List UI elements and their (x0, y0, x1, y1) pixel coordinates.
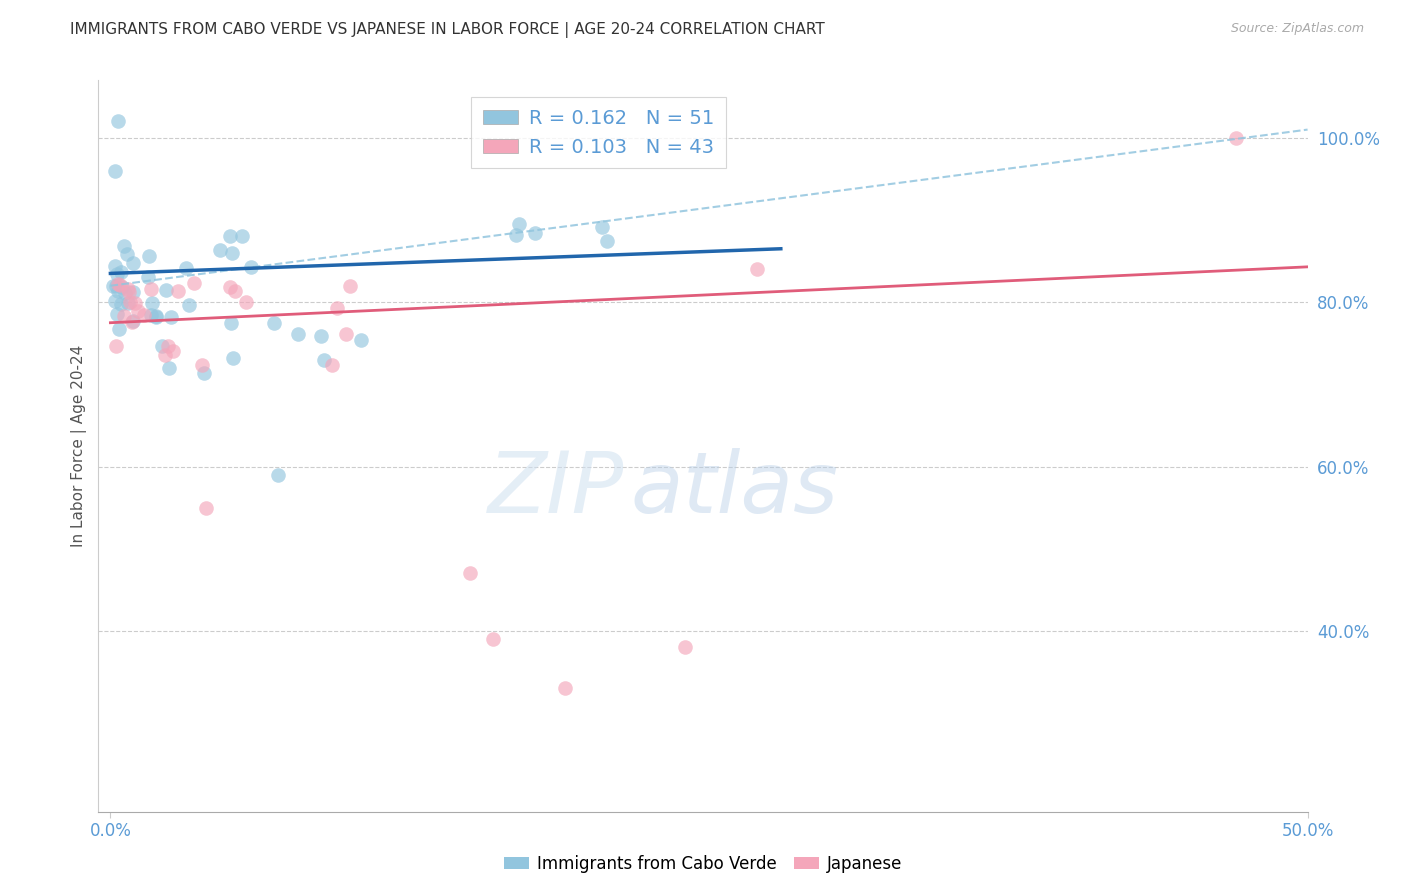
Point (524, 226, 547, 240)
Point (458, 566, 481, 581)
Point (349, 333, 371, 347)
Point (321, 358, 343, 372)
Point (153, 348, 176, 362)
Point (121, 315, 143, 329)
Point (267, 467, 290, 482)
Text: IMMIGRANTS FROM CABO VERDE VS JAPANESE IN LABOR FORCE | AGE 20-24 CORRELATION CH: IMMIGRANTS FROM CABO VERDE VS JAPANESE I… (70, 22, 825, 38)
Point (101, 278, 124, 293)
Point (120, 295, 142, 310)
Point (111, 280, 134, 294)
Legend: Immigrants from Cabo Verde, Japanese: Immigrants from Cabo Verde, Japanese (498, 848, 908, 880)
Point (156, 339, 179, 353)
Point (107, 322, 129, 336)
Point (219, 280, 242, 294)
Point (110, 297, 132, 311)
Point (145, 309, 167, 323)
Point (112, 239, 135, 253)
Point (183, 277, 205, 291)
Text: ZIP: ZIP (488, 449, 624, 532)
Point (107, 277, 129, 291)
Point (112, 310, 135, 324)
Point (191, 358, 214, 372)
Point (174, 261, 197, 276)
Point (127, 304, 149, 318)
Point (482, 632, 505, 647)
Point (105, 307, 128, 321)
Point (167, 284, 190, 298)
Point (104, 163, 127, 178)
Point (122, 314, 145, 328)
Point (508, 217, 530, 231)
Point (104, 259, 127, 273)
Text: Source: ZipAtlas.com: Source: ZipAtlas.com (1230, 22, 1364, 36)
Point (263, 316, 285, 330)
Point (114, 286, 136, 301)
Point (104, 293, 127, 308)
Point (139, 282, 162, 296)
Point (208, 243, 231, 257)
Point (591, 220, 613, 235)
Point (309, 329, 332, 343)
Legend: R = 0.162   N = 51, R = 0.103   N = 43: R = 0.162 N = 51, R = 0.103 N = 43 (471, 97, 725, 169)
Point (222, 351, 245, 365)
Point (118, 285, 141, 299)
Point (554, 681, 576, 696)
Point (115, 246, 138, 260)
Point (326, 301, 349, 315)
Point (224, 285, 246, 299)
Point (121, 256, 143, 270)
Point (145, 310, 167, 324)
Point (107, 284, 129, 298)
Point (136, 269, 159, 284)
Point (104, 339, 127, 353)
Point (239, 260, 262, 274)
Point (107, 267, 129, 281)
Point (193, 366, 215, 380)
Point (107, 114, 129, 128)
Point (219, 229, 242, 244)
Point (231, 229, 253, 244)
Point (673, 640, 696, 655)
Point (150, 339, 173, 353)
Point (219, 316, 242, 330)
Point (124, 296, 146, 310)
Point (117, 282, 139, 296)
Y-axis label: In Labor Force | Age 20-24: In Labor Force | Age 20-24 (72, 345, 87, 547)
Text: atlas: atlas (630, 449, 838, 532)
Point (312, 352, 335, 367)
Point (141, 296, 163, 310)
Point (138, 249, 160, 263)
Point (157, 360, 180, 375)
Point (287, 326, 309, 341)
Point (132, 309, 155, 323)
Point (141, 309, 163, 323)
Point (195, 500, 218, 515)
Point (105, 278, 128, 293)
Point (110, 265, 132, 279)
Point (155, 283, 177, 297)
Point (162, 344, 184, 359)
Point (339, 278, 361, 293)
Point (505, 227, 527, 242)
Point (596, 235, 619, 249)
Point (1225, 130, 1247, 145)
Point (221, 245, 243, 260)
Point (160, 310, 183, 324)
Point (745, 262, 768, 277)
Point (117, 296, 139, 310)
Point (235, 294, 257, 309)
Point (122, 285, 145, 300)
Point (110, 277, 132, 292)
Point (335, 326, 357, 341)
Point (177, 298, 200, 312)
